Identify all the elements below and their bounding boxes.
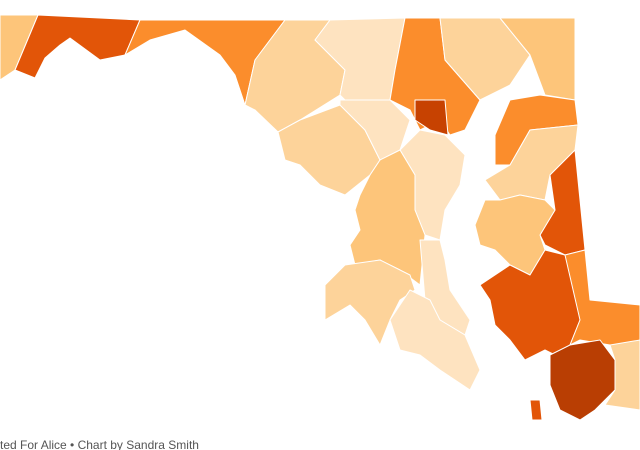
county — [564, 249, 640, 346]
counties — [0, 14, 640, 421]
county — [414, 99, 449, 136]
county — [324, 259, 416, 346]
county — [389, 289, 481, 391]
island — [529, 399, 543, 421]
county — [604, 339, 640, 411]
county — [549, 339, 616, 421]
county — [14, 14, 141, 79]
county — [484, 124, 579, 201]
credit: ted For Alice • Chart by Sandra Smith — [0, 438, 199, 450]
